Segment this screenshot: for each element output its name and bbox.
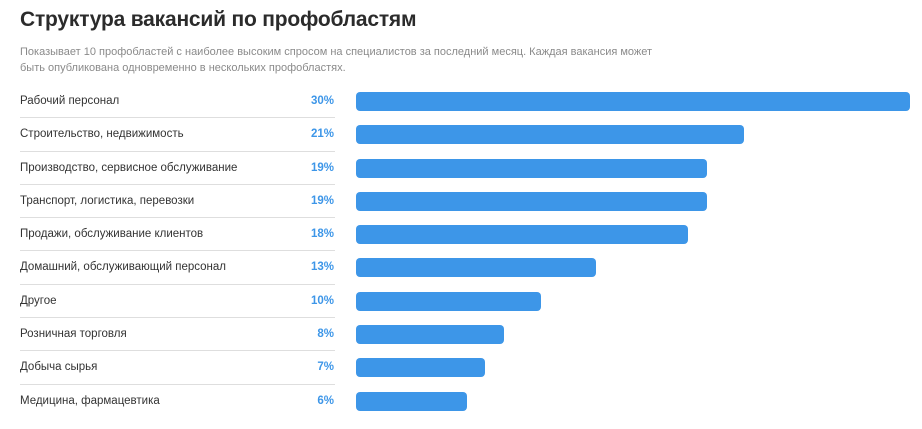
category-label: Добыча сырья	[20, 361, 98, 374]
row-divider	[20, 350, 335, 352]
bar	[356, 92, 910, 111]
value-label: 30%	[310, 95, 334, 107]
chart-row: Рабочий персонал 30%	[0, 85, 922, 119]
bar	[356, 191, 707, 211]
category-label: Медицина, фармацевтика	[20, 394, 160, 407]
row-divider	[20, 183, 335, 185]
row-divider	[20, 150, 335, 152]
value-label: 8%	[317, 328, 334, 341]
value-label: 6%	[317, 394, 334, 407]
bar	[356, 358, 485, 378]
bar	[356, 325, 504, 345]
chart-row: Добыча сырья 7%	[0, 351, 922, 385]
chart-row: Строительство, недвижимость 21%	[0, 118, 922, 152]
value-label: 18%	[310, 228, 334, 241]
value-label: 19%	[310, 194, 334, 207]
bar	[356, 258, 596, 278]
bar	[356, 158, 707, 178]
row-divider	[20, 217, 335, 219]
row-divider	[20, 117, 335, 119]
value-label: 10%	[310, 294, 334, 307]
category-label: Другое	[20, 294, 57, 307]
chart-row: Другое 10%	[0, 285, 922, 319]
chart-row: Производство, сервисное обслуживание 19%	[0, 152, 922, 185]
chart-row: Медицина, фармацевтика 6%	[0, 385, 922, 418]
bar	[356, 391, 467, 411]
chart-row: Розничная торговля 8%	[0, 318, 922, 352]
bar	[356, 225, 688, 245]
row-divider	[20, 383, 335, 385]
category-label: Домашний, обслуживающий персонал	[20, 261, 226, 274]
row-divider	[20, 250, 335, 252]
category-label: Производство, сервисное обслуживание	[20, 161, 238, 174]
row-divider	[20, 283, 335, 285]
page-subtitle: Показывает 10 профобластей с наиболее вы…	[20, 46, 653, 74]
value-label: 7%	[317, 361, 334, 374]
page-title: Структура вакансий по профобластям	[20, 8, 417, 31]
chart-row: Домашний, обслуживающий персонал 13%	[0, 251, 922, 285]
chart-row: Продажи, обслуживание клиентов 18%	[0, 218, 922, 252]
bar	[356, 125, 744, 145]
value-label: 21%	[310, 128, 334, 141]
bar	[356, 291, 541, 311]
row-divider	[20, 317, 335, 319]
category-label: Розничная торговля	[20, 328, 127, 341]
category-label: Транспорт, логистика, перевозки	[20, 194, 195, 207]
chart-row: Транспорт, логистика, перевозки 19%	[0, 185, 922, 219]
category-label: Рабочий персонал	[20, 95, 120, 107]
value-label: 13%	[310, 261, 334, 274]
category-label: Строительство, недвижимость	[20, 128, 184, 141]
value-label: 19%	[310, 161, 334, 174]
bar-chart: Рабочий персонал 30% Строительство, недвиж…	[0, 85, 922, 418]
category-label: Продажи, обслуживание клиентов	[20, 228, 204, 241]
